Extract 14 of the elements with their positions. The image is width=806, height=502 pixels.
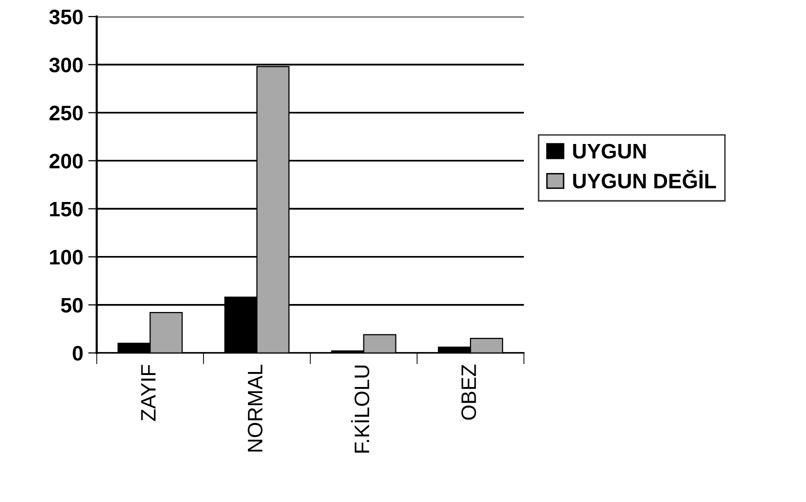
y-tick-label: 300 bbox=[49, 58, 83, 72]
y-tick-label: 0 bbox=[72, 346, 83, 361]
y-tick-label: 50 bbox=[60, 298, 83, 313]
legend-label: UYGUN DEĞİL bbox=[573, 170, 716, 188]
x-tick-label: ZAYIF bbox=[141, 364, 156, 421]
legend-label: UYGUN bbox=[573, 144, 646, 159]
x-tick-label: NORMAL bbox=[248, 364, 263, 452]
y-tick-label: 200 bbox=[49, 154, 83, 168]
y-tick-label: 100 bbox=[50, 250, 83, 265]
y-tick-label: 250 bbox=[49, 106, 83, 120]
y-tick-label: 350 bbox=[49, 10, 83, 24]
y-tick-label: 150 bbox=[50, 202, 83, 217]
x-tick-label: OBEZ bbox=[461, 364, 476, 420]
x-tick-label: F.KİLOLU bbox=[351, 366, 370, 453]
